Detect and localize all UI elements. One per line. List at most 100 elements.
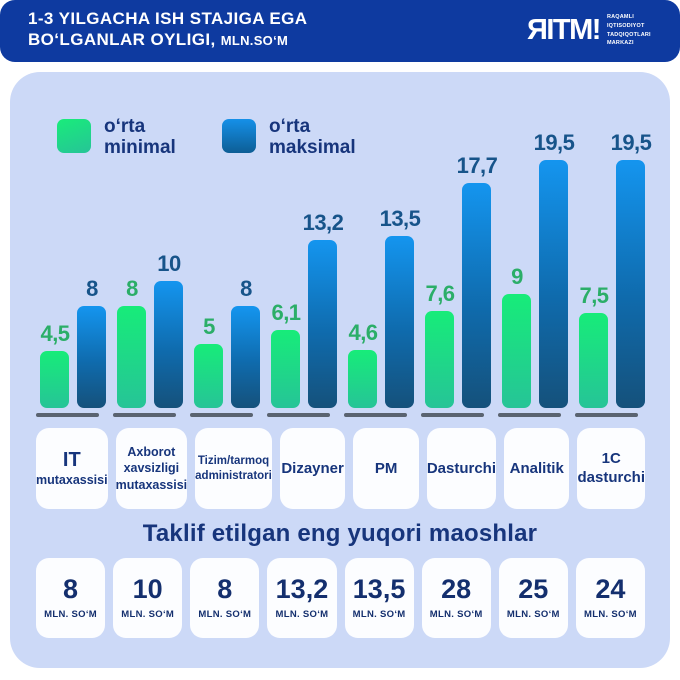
category-card: PM bbox=[353, 428, 419, 509]
salary-card: 8 MLN. SO‘M bbox=[190, 558, 260, 638]
bar-group: 4,6 13,5 bbox=[344, 142, 421, 417]
salary-value: 8 bbox=[217, 574, 233, 604]
salary-card: 8 MLN. SO‘M bbox=[36, 558, 106, 638]
bar-maksimal bbox=[385, 236, 414, 408]
category-label-line: xavsizligi bbox=[123, 461, 180, 476]
header: 1-3 YILGACHA ISH STAJIGA EGA BO‘LGANLAR … bbox=[0, 0, 680, 62]
infographic-panel: o‘rta minimal o‘rta maksimal 4,5 8 8 10 5 8 6,… bbox=[10, 72, 670, 668]
category-label-line: Tizim/tarmoq bbox=[197, 454, 270, 467]
category-card: Axborot xavsizligi mutaxassisi bbox=[115, 428, 188, 509]
bar-minimal bbox=[194, 344, 223, 408]
title-unit: MLN.SO‘M bbox=[220, 32, 289, 48]
category-card: 1C dasturchi bbox=[577, 428, 645, 509]
group-baseline bbox=[421, 413, 484, 417]
salary-card: 13,2 MLN. SO‘M bbox=[267, 558, 337, 638]
bar-label-minimal: 5 bbox=[203, 314, 215, 340]
salary-unit: MLN. SO‘M bbox=[198, 609, 252, 620]
title-line2: BO‘LGANLAR OYLIGI, MLN.SO‘M bbox=[28, 29, 289, 49]
bar-minimal bbox=[40, 350, 69, 408]
chart: 4,5 8 8 10 5 8 6,1 13,2 4,6 13,5 7,6 17,7 9 19,5 7,5 19… bbox=[36, 130, 656, 417]
group-baseline bbox=[113, 413, 176, 417]
bar-group: 7,5 19,5 bbox=[575, 130, 652, 417]
bar-group: 6,1 13,2 bbox=[267, 142, 344, 417]
bar-maksimal bbox=[462, 182, 491, 408]
category-card: Dasturchi bbox=[426, 428, 496, 509]
salary-unit: MLN. SO‘M bbox=[429, 609, 483, 620]
bar-minimal bbox=[271, 330, 300, 408]
bar-maksimal bbox=[154, 280, 183, 408]
category-label-line: mutaxassisi bbox=[115, 477, 188, 492]
bar-maksimal bbox=[231, 306, 260, 408]
ritm-logo-subtext: RAQAMLI IQTISODIYOT TADQIQOTLARI MARKAZI bbox=[607, 13, 651, 48]
salary-unit: MLN. SO‘M bbox=[584, 609, 637, 620]
bar-label-maksimal: 8 bbox=[86, 276, 98, 302]
bar-group: 7,6 17,7 bbox=[421, 142, 498, 417]
bar-label-minimal: 9 bbox=[511, 263, 523, 289]
salary-value: 25 bbox=[518, 574, 549, 604]
category-label-line: Dizayner bbox=[281, 459, 344, 477]
salary-value: 8 bbox=[63, 574, 79, 604]
bar-minimal bbox=[579, 312, 608, 408]
salary-value: 24 bbox=[595, 574, 626, 604]
category-card: Dizayner bbox=[279, 428, 346, 509]
category-label-line: Analitik bbox=[509, 459, 564, 477]
category-label-line: dasturchi bbox=[577, 468, 645, 486]
category-label-line: Axborot bbox=[127, 445, 176, 460]
bar-label-maksimal: 13,2 bbox=[302, 210, 344, 236]
bar-label-maksimal: 10 bbox=[157, 250, 181, 276]
salary-heading: Taklif etilgan eng yuqori maoshlar bbox=[142, 520, 538, 547]
bar-label-maksimal: 8 bbox=[240, 276, 252, 302]
bar-label-minimal: 6,1 bbox=[271, 300, 301, 326]
logo-sub-line: IQTISODIYOT bbox=[606, 22, 645, 29]
bar-maksimal bbox=[308, 240, 337, 408]
salary-value: 13,2 bbox=[275, 574, 329, 604]
bar-group: 9 19,5 bbox=[498, 130, 575, 417]
bar-minimal bbox=[117, 306, 146, 408]
legend-swatch-maksimal bbox=[222, 119, 256, 153]
legend-swatch-minimal bbox=[57, 119, 91, 153]
logo-sub-line: TADQIQOTLARI bbox=[606, 31, 651, 38]
bar-label-maksimal: 13,5 bbox=[379, 206, 421, 232]
bar-maksimal bbox=[616, 159, 645, 408]
logo-sub-line: MARKAZI bbox=[606, 40, 634, 47]
salary-unit: MLN. SO‘M bbox=[121, 609, 175, 620]
salary-value: 28 bbox=[441, 574, 472, 604]
category-card: Analitik bbox=[504, 428, 570, 509]
category-card: Tizim/tarmoq administratori bbox=[195, 428, 272, 509]
group-baseline bbox=[267, 413, 330, 417]
category-label-line: IT bbox=[62, 448, 81, 471]
legend-label-minimal: o‘rta minimal bbox=[104, 116, 176, 159]
salary-unit: MLN. SO‘M bbox=[44, 609, 97, 620]
category-label-line: 1C bbox=[601, 449, 621, 467]
legend-item-maksimal: o‘rta maksimal bbox=[222, 116, 356, 159]
category-label-line: mutaxassisi bbox=[36, 472, 108, 487]
salary-card: 28 MLN. SO‘M bbox=[421, 558, 491, 638]
group-baseline bbox=[344, 413, 407, 417]
page-title: 1-3 YILGACHA ISH STAJIGA EGA BO‘LGANLAR … bbox=[28, 9, 307, 50]
logo-sub-line: RAQAMLI bbox=[606, 14, 635, 20]
ritm-logo-text: ЯITM! bbox=[527, 14, 601, 47]
bar-label-minimal: 7,6 bbox=[425, 281, 455, 307]
bar-label-maksimal: 19,5 bbox=[533, 129, 575, 155]
bar-label-minimal: 4,6 bbox=[348, 319, 378, 345]
bar-label-minimal: 8 bbox=[126, 276, 138, 302]
group-baseline bbox=[36, 413, 99, 417]
bar-minimal bbox=[348, 349, 377, 408]
bar-label-minimal: 4,5 bbox=[40, 320, 70, 346]
salary-value: 13,5 bbox=[352, 574, 406, 604]
salary-card: 13,5 MLN. SO‘M bbox=[344, 558, 414, 638]
bar-group: 4,5 8 bbox=[36, 142, 106, 417]
title-line1: 1-3 YILGACHA ISH STAJIGA EGA bbox=[28, 9, 308, 28]
group-baseline bbox=[575, 413, 638, 417]
bar-minimal bbox=[425, 311, 454, 408]
group-baseline bbox=[190, 413, 253, 417]
category-label-line: administratori bbox=[195, 469, 272, 482]
category-label-line: PM bbox=[374, 459, 398, 477]
bar-maksimal bbox=[539, 159, 568, 408]
bar-maksimal bbox=[77, 306, 106, 408]
salary-card: 10 MLN. SO‘M bbox=[113, 558, 183, 638]
group-baseline bbox=[498, 413, 561, 417]
bar-group: 8 10 bbox=[113, 142, 183, 417]
category-card: IT mutaxassisi bbox=[36, 428, 108, 509]
